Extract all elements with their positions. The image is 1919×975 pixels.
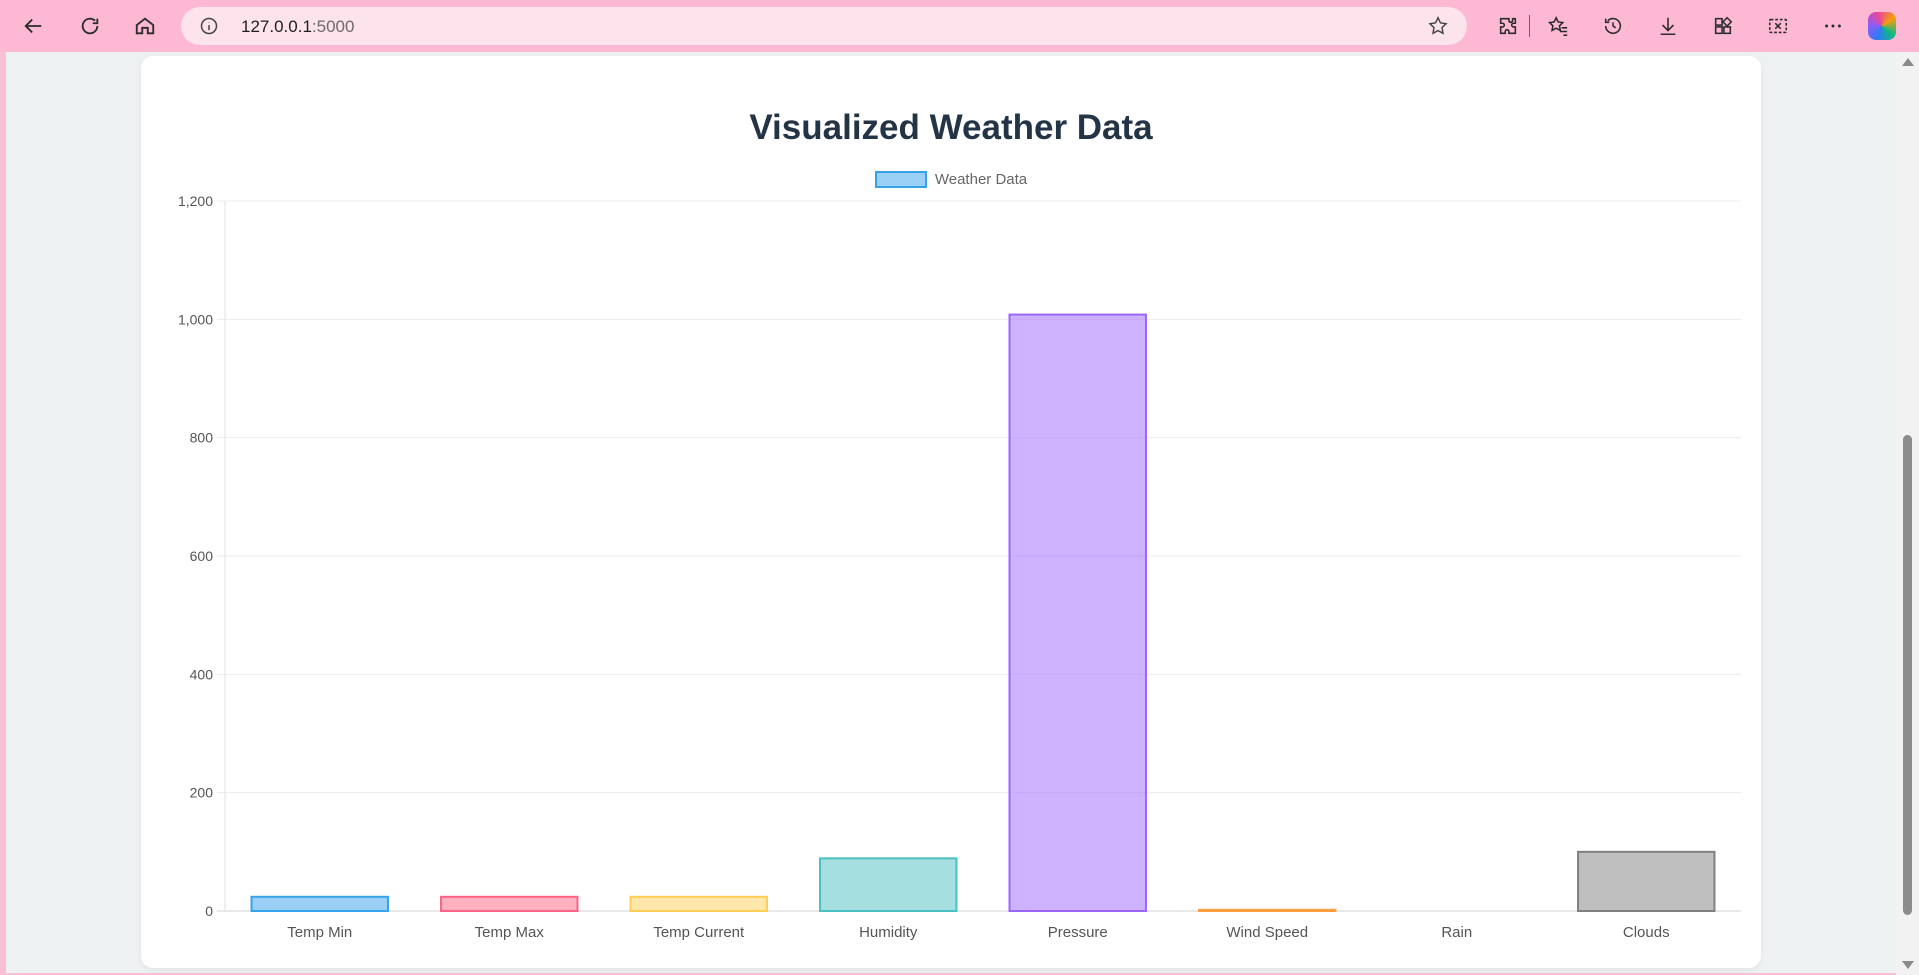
address-bar[interactable]: 127.0.0.1:5000 [181, 7, 1467, 45]
scroll-up-arrow-icon[interactable] [1902, 58, 1914, 66]
scroll-down-arrow-icon[interactable] [1902, 961, 1914, 969]
favorites-icon [1547, 15, 1567, 36]
bar [440, 895, 579, 912]
legend-swatch [874, 171, 927, 188]
refresh-icon [81, 17, 99, 35]
chart-legend[interactable]: Weather Data [141, 171, 1761, 188]
bar [1198, 908, 1337, 912]
copilot-icon[interactable] [1868, 12, 1896, 40]
bar [819, 857, 958, 913]
bar [1008, 313, 1147, 913]
y-tick-label: 200 [190, 785, 214, 801]
puzzle-icon [1499, 17, 1516, 35]
y-tick-label: 0 [205, 903, 213, 919]
history-icon [1604, 17, 1621, 35]
url-text[interactable]: 127.0.0.1:5000 [241, 17, 354, 37]
bar [1577, 850, 1716, 912]
download-icon [1660, 17, 1675, 36]
page-viewport: Visualized Weather Data Weather Data 0 20… [6, 52, 1896, 973]
extensions-button[interactable] [1480, 6, 1535, 46]
scroll-thumb[interactable] [1903, 435, 1912, 915]
more-menu-button[interactable] [1805, 6, 1860, 46]
y-tick-label: 400 [190, 666, 214, 682]
y-tick-label: 800 [190, 430, 214, 446]
x-tick-label: Temp Max [475, 924, 545, 941]
y-tick-label: 1,000 [178, 311, 213, 327]
bar [250, 895, 389, 912]
downloads-button[interactable] [1640, 6, 1695, 46]
toolbar-divider [1529, 15, 1530, 37]
vertical-scrollbar[interactable] [1896, 52, 1919, 975]
y-tick-label: 600 [190, 548, 214, 564]
x-tick-label: Clouds [1623, 924, 1670, 941]
y-tick-label: 1,200 [178, 193, 213, 209]
legend-label: Weather Data [934, 171, 1028, 188]
bar-chart: 0 200 400 600 800 1,000 1,200 Temp Min Temp Max T… [178, 193, 1741, 941]
info-icon[interactable] [199, 16, 219, 36]
home-icon [135, 17, 155, 35]
chart-card: Visualized Weather Data Weather Data 0 20… [141, 56, 1761, 968]
screenshot-button[interactable] [1750, 6, 1805, 46]
star-icon[interactable] [1427, 15, 1449, 37]
arrow-left-icon [24, 18, 42, 34]
x-tick-label: Temp Current [653, 924, 745, 941]
more-icon [1824, 24, 1841, 28]
toolbar-actions [1480, 6, 1896, 46]
history-button[interactable] [1585, 6, 1640, 46]
x-tick-label: Pressure [1048, 924, 1108, 941]
screenshot-icon [1768, 18, 1787, 34]
x-tick-label: Wind Speed [1226, 924, 1308, 941]
x-tick-label: Rain [1441, 924, 1472, 941]
refresh-button[interactable] [70, 6, 110, 46]
bar [629, 895, 768, 912]
apps-icon [1714, 16, 1732, 35]
x-tick-label: Temp Min [287, 924, 352, 941]
favorites-button[interactable] [1530, 6, 1585, 46]
x-tick-label: Humidity [859, 924, 918, 941]
url-host: 127.0.0.1 [241, 17, 312, 36]
back-button[interactable] [14, 6, 54, 46]
browser-toolbar: 127.0.0.1:5000 [0, 0, 1919, 52]
apps-button[interactable] [1695, 6, 1750, 46]
url-port: :5000 [311, 17, 355, 36]
chart-title: Visualized Weather Data [749, 108, 1153, 147]
home-button[interactable] [125, 6, 165, 46]
